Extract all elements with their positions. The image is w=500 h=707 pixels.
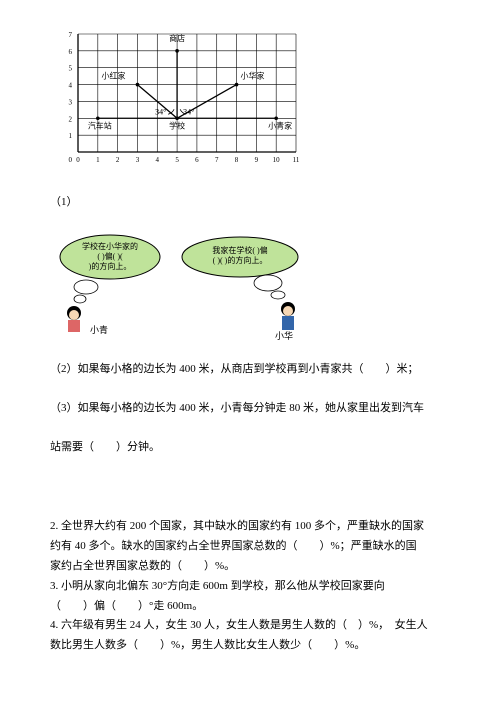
svg-text:6: 6 [195, 156, 199, 164]
svg-text:小红家: 小红家 [101, 71, 125, 81]
svg-text:商店: 商店 [169, 33, 185, 43]
grid-map-chart: 0123456789101112345670商店小红家小华家学校汽车站小青家34… [50, 30, 450, 178]
svg-text:2: 2 [116, 156, 120, 164]
svg-text:)的方向上。: )的方向上。 [89, 261, 132, 271]
svg-text:8: 8 [235, 156, 239, 164]
svg-text:1: 1 [96, 156, 100, 164]
problem-2-line3: 家约占全世界国家总数的（ ）%。 [50, 557, 450, 577]
svg-text:11: 11 [293, 156, 300, 164]
svg-text:10: 10 [273, 156, 281, 164]
problem-4-line1: 4. 六年级有男生 24 人，女生 30 人，女生人数是男生人数的（ ）%， 女… [50, 616, 450, 636]
question-2: （2）如果每小格的边长为 400 米，从商店到学校再到小青家共（ ）米； [50, 359, 450, 380]
svg-text:小青: 小青 [90, 324, 108, 335]
speech-svg: 学校在小华家的( )偏( )()的方向上。 我家在学校( )偏( )( )的方向上… [50, 231, 350, 341]
svg-text:3: 3 [69, 98, 73, 106]
svg-text:( )( )的方向上。: ( )( )的方向上。 [213, 255, 268, 265]
svg-text:小华家: 小华家 [241, 71, 265, 81]
problem-3-line2: （ ）偏（ ）°走 600m。 [50, 597, 450, 617]
svg-text:小华: 小华 [275, 330, 293, 341]
svg-text:5: 5 [69, 65, 73, 73]
svg-text:学校在小华家的: 学校在小华家的 [82, 241, 138, 251]
question-3-line2: 站需要（ ）分钟。 [50, 437, 450, 458]
svg-text:小青家: 小青家 [268, 120, 292, 130]
problem-4-line2: 数比男生人数多（ ）%，男生人数比女生人数少（ ）%。 [50, 636, 450, 656]
svg-text:4: 4 [156, 156, 160, 164]
svg-text:6: 6 [69, 48, 73, 56]
svg-text:0: 0 [69, 156, 73, 164]
svg-text:34°: 34° [183, 107, 194, 116]
svg-text:34°: 34° [155, 107, 166, 116]
svg-text:7: 7 [69, 31, 73, 39]
speech-bubble-illustration: 学校在小华家的( )偏( )()的方向上。 我家在学校( )偏( )( )的方向上… [50, 231, 450, 341]
svg-text:9: 9 [255, 156, 259, 164]
question-1-label: （1） [50, 192, 450, 213]
svg-text:3: 3 [136, 156, 140, 164]
svg-text:我家在学校( )偏: 我家在学校( )偏 [212, 245, 267, 255]
svg-text:0: 0 [76, 156, 80, 164]
problem-2-line2: 约有 40 多个。缺水的国家约占全世界国家总数的（ ）%；严重缺水的国 [50, 537, 450, 557]
svg-text:学校: 学校 [169, 120, 185, 130]
svg-text:4: 4 [69, 82, 73, 90]
question-3-line1: （3）如果每小格的边长为 400 米，小青每分钟走 80 米，她从家里出发到汽车 [50, 398, 450, 419]
svg-text:汽车站: 汽车站 [88, 120, 112, 130]
problem-2-line1: 2. 全世界大约有 200 个国家，其中缺水的国家约有 100 多个，严重缺水的… [50, 517, 450, 537]
chart-svg: 0123456789101112345670商店小红家小华家学校汽车站小青家34… [50, 30, 300, 170]
svg-text:2: 2 [69, 115, 73, 123]
svg-text:( )偏( )(: ( )偏( )( [97, 251, 123, 261]
svg-text:1: 1 [69, 132, 73, 140]
problem-3-line1: 3. 小明从家向北偏东 30°方向走 600m 到学校，那么他从学校回家要向 [50, 577, 450, 597]
svg-text:5: 5 [175, 156, 179, 164]
svg-text:7: 7 [215, 156, 219, 164]
